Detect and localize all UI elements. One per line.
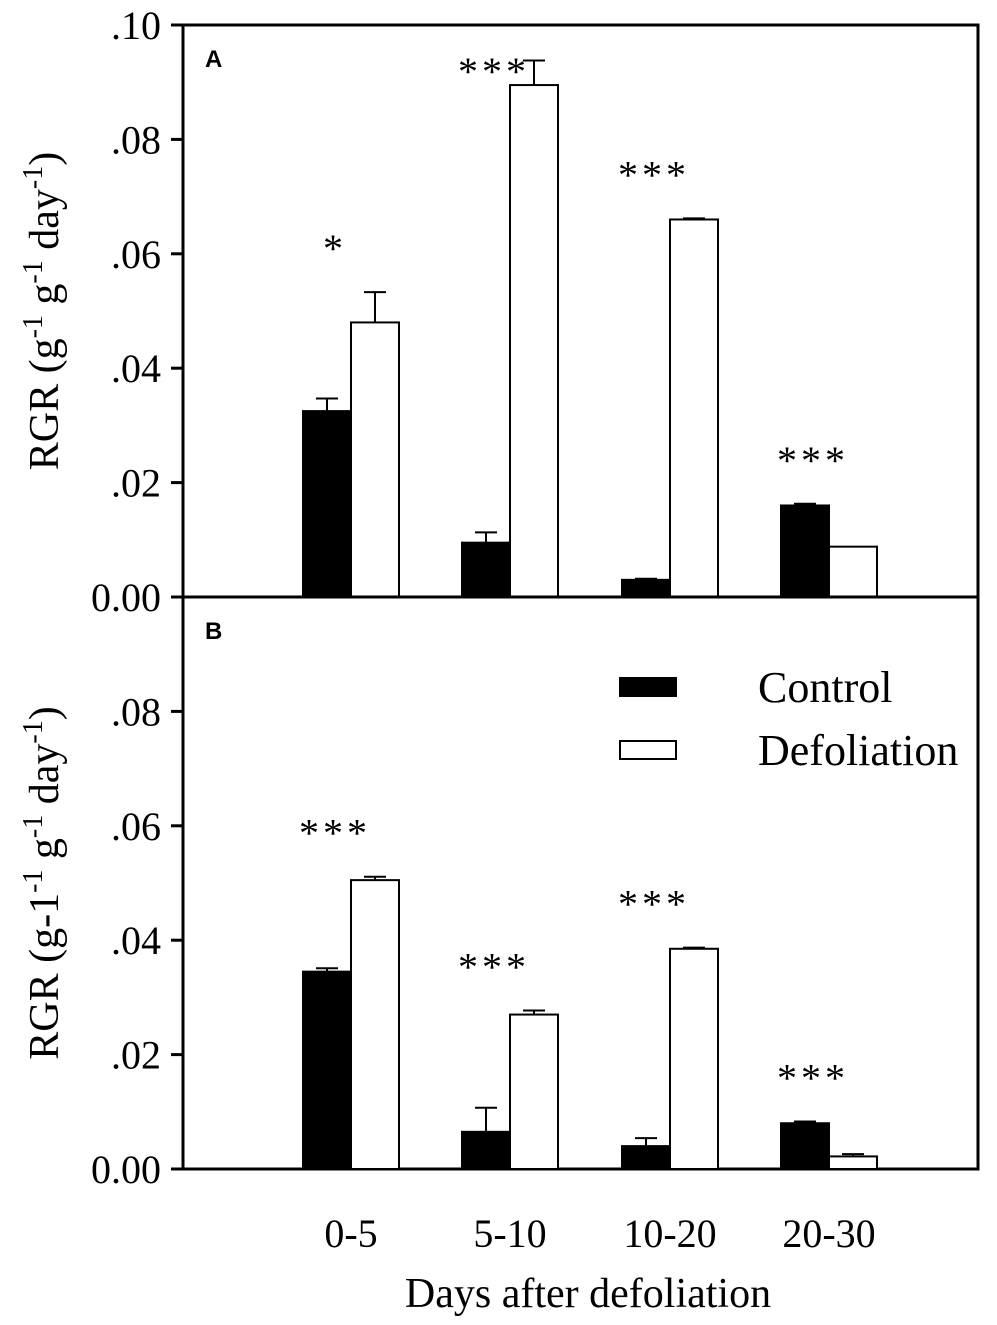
y-axis-title-superscript: -1	[18, 260, 49, 283]
x-tick-label: 0-5	[324, 1211, 377, 1256]
bar-b-control-0-5	[302, 970, 352, 1170]
y-axis-title-superscript: -1	[18, 870, 49, 893]
y-tick-label-b: .02	[111, 1033, 161, 1078]
y-tick-label-a: .02	[111, 461, 161, 506]
y-axis-title-part: g	[22, 838, 68, 870]
significance-b: ***	[299, 811, 371, 856]
y-axis-title-a: RGR (g-1 g-1 day-1)	[18, 152, 68, 471]
legend: Control Defoliation	[619, 663, 958, 775]
legend-swatch-control	[619, 677, 677, 697]
y-axis-title-superscript: -1	[18, 315, 49, 338]
y-axis-title-part: RGR (g	[22, 338, 68, 470]
y-tick-label-b: .06	[111, 804, 161, 849]
y-tick-label-a: 0.00	[91, 575, 161, 620]
y-axis-title-part: day	[22, 744, 68, 815]
y-axis-title-part: day	[22, 189, 68, 260]
plot-frame-b	[181, 595, 980, 1171]
y-tick-label-b: .08	[111, 689, 161, 734]
x-tick-label: 5-10	[473, 1211, 546, 1256]
bar-b-defoliation-20-30	[828, 1155, 878, 1171]
bar-a-control-5-10	[461, 541, 511, 598]
significance-b: ***	[618, 882, 690, 927]
bar-a-defoliation-5-10	[509, 84, 559, 598]
panel-label-a: A	[205, 46, 222, 73]
legend-label-defoliation: Defoliation	[758, 726, 958, 775]
y-axis-title-part: g	[22, 284, 68, 316]
x-tick-label: 20-30	[782, 1211, 875, 1256]
y-axis-title-part: RGR (g-1	[22, 893, 68, 1060]
significance-a: ***	[777, 438, 849, 483]
y-axis-title-part: )	[22, 706, 68, 720]
significance-b: ***	[777, 1056, 849, 1101]
bar-a-control-20-30	[780, 504, 830, 599]
x-tick-label: 10-20	[623, 1211, 716, 1256]
panel-label-b: B	[205, 618, 222, 645]
bar-b-defoliation-10-20	[669, 947, 719, 1171]
x-axis-title: Days after defoliation	[405, 1271, 771, 1317]
y-tick-label-a: .06	[111, 232, 161, 277]
bar-a-defoliation-0-5	[350, 321, 400, 598]
significance-a: ***	[618, 152, 690, 197]
bar-b-control-10-20	[621, 1145, 671, 1170]
bar-b-control-20-30	[780, 1122, 830, 1170]
legend-swatch-defoliation	[619, 740, 677, 760]
significance-a: ***	[458, 49, 530, 94]
bar-b-control-5-10	[461, 1130, 511, 1170]
y-axis-title-superscript: -1	[18, 720, 49, 743]
bar-a-defoliation-10-20	[669, 218, 719, 598]
bar-b-defoliation-0-5	[350, 879, 400, 1170]
significance-a: *	[323, 226, 347, 271]
bar-a-defoliation-20-30	[828, 545, 878, 598]
legend-label-control: Control	[758, 663, 892, 712]
bar-a-control-10-20	[621, 578, 671, 599]
y-axis-title-superscript: -1	[18, 166, 49, 189]
bar-b-defoliation-5-10	[509, 1013, 559, 1170]
y-tick-label-a: .10	[111, 3, 161, 48]
bar-a-control-0-5	[302, 410, 352, 598]
significance-b: ***	[458, 945, 530, 990]
y-axis-title-superscript: -1	[18, 815, 49, 838]
y-tick-label-a: .04	[111, 346, 161, 391]
y-tick-label-a: .08	[111, 117, 161, 162]
y-tick-label-b: .04	[111, 918, 161, 963]
y-tick-label-b: 0.00	[91, 1147, 161, 1192]
y-axis-title-b: RGR (g-1-1 g-1 day-1)	[18, 706, 68, 1059]
y-axis-title-part: )	[22, 152, 68, 166]
